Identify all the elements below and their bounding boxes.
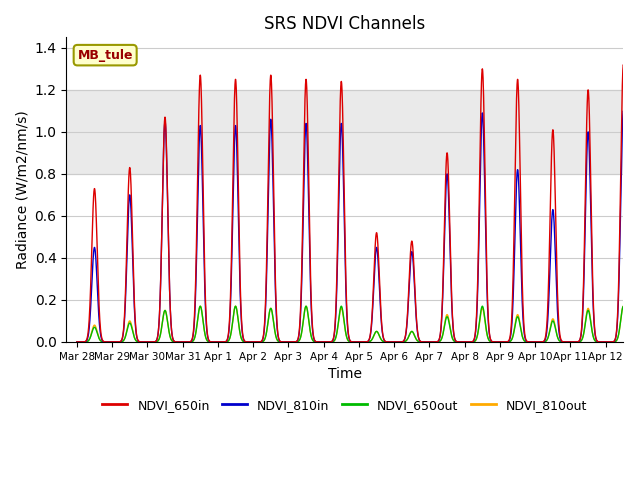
- NDVI_650out: [551, 324, 559, 329]
- NDVI_650in: [390, 339, 398, 345]
- NDVI_810in: [481, 198, 489, 204]
- NDVI_810out: [481, 320, 489, 325]
- Bar: [67, 90, 623, 174]
- NDVI_810in: [73, 339, 81, 345]
- Line: NDVI_650out: NDVI_650out: [77, 306, 640, 342]
- NDVI_810in: [517, 260, 525, 265]
- NDVI_810in: [390, 339, 398, 345]
- Line: NDVI_810out: NDVI_810out: [77, 306, 640, 342]
- NDVI_650in: [637, 339, 640, 345]
- NDVI_810out: [196, 303, 204, 309]
- NDVI_650out: [189, 338, 196, 344]
- Title: SRS NDVI Channels: SRS NDVI Channels: [264, 15, 426, 33]
- Line: NDVI_650in: NDVI_650in: [77, 65, 640, 342]
- NDVI_810out: [517, 327, 525, 333]
- Text: MB_tule: MB_tule: [77, 48, 133, 61]
- NDVI_810in: [631, 339, 639, 345]
- X-axis label: Time: Time: [328, 367, 362, 381]
- NDVI_810out: [637, 339, 640, 345]
- NDVI_810out: [631, 339, 639, 345]
- NDVI_650out: [517, 328, 525, 334]
- NDVI_650in: [481, 170, 489, 176]
- NDVI_650in: [189, 336, 196, 341]
- Line: NDVI_810in: NDVI_810in: [77, 111, 640, 342]
- NDVI_650out: [481, 318, 489, 324]
- NDVI_650out: [355, 339, 363, 345]
- NDVI_650out: [73, 339, 81, 345]
- NDVI_810in: [431, 339, 439, 345]
- NDVI_650in: [517, 218, 525, 224]
- Y-axis label: Radiance (W/m2/nm/s): Radiance (W/m2/nm/s): [15, 110, 29, 269]
- Legend: NDVI_650in, NDVI_810in, NDVI_650out, NDVI_810out: NDVI_650in, NDVI_810in, NDVI_650out, NDV…: [97, 394, 593, 417]
- NDVI_650in: [73, 339, 81, 345]
- NDVI_810out: [189, 338, 196, 344]
- NDVI_650out: [196, 303, 204, 309]
- NDVI_810in: [189, 336, 196, 342]
- NDVI_650out: [631, 339, 639, 345]
- NDVI_650in: [620, 62, 627, 68]
- NDVI_810out: [431, 339, 439, 345]
- NDVI_810out: [73, 339, 81, 345]
- NDVI_650out: [431, 339, 439, 345]
- NDVI_650in: [551, 175, 559, 181]
- NDVI_650in: [631, 339, 639, 345]
- NDVI_810in: [637, 339, 640, 345]
- NDVI_810out: [551, 322, 559, 328]
- NDVI_650out: [637, 339, 640, 345]
- NDVI_810out: [355, 339, 363, 345]
- NDVI_650in: [431, 339, 439, 345]
- NDVI_810in: [620, 108, 627, 114]
- NDVI_810in: [551, 237, 559, 243]
